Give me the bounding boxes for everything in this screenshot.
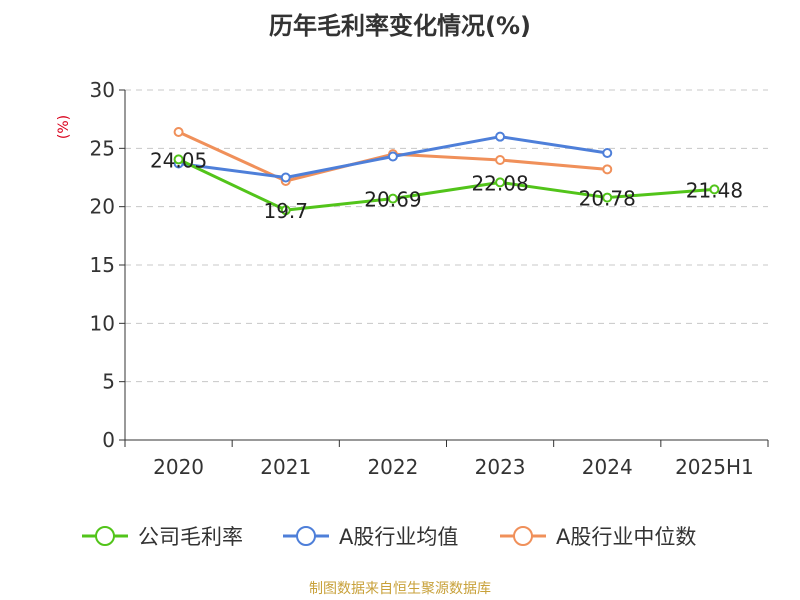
x-tick-label-2024: 2024 [582,455,633,479]
y-tick-label-5: 5 [102,370,115,394]
data-label-2024: 20.78 [579,187,636,211]
legend-label: A股行业中位数 [556,525,696,549]
x-tick-label-2021: 2021 [260,455,311,479]
point-2-2023 [495,155,506,165]
series-lines [173,127,720,216]
point-0-2025H1 [709,184,720,195]
legend-swatch-marker [296,526,316,546]
y-tick-label-10: 10 [90,311,115,335]
y-tick-label-0: 0 [102,428,115,452]
point-0-2021 [280,205,291,216]
point-0-2022 [387,193,398,204]
data-labels: 24.05 19.7 20.69 22.08 20.78 21.48 [150,148,743,223]
y-tick-label-30: 30 [90,78,115,102]
legend-swatch-marker [513,526,533,546]
axes: 0 5 10 15 20 25 30 2020 2021 2022 2023 2024 2025H1 [90,78,769,479]
data-label-2020: 24.05 [150,148,207,172]
legend-swatch-marker [95,526,115,546]
x-tick-label-2022: 2022 [367,455,418,479]
legend: 公司毛利率 A股行业均值 A股行业中位数 [82,525,696,549]
grid-lines [125,89,768,383]
legend-item-1: A股行业均值 [283,525,458,549]
x-tick-label-2023: 2023 [475,455,526,479]
point-0-2020 [173,154,184,165]
point-0-2023 [495,177,506,188]
point-1-2023 [495,131,506,142]
point-2-2020 [173,127,184,137]
source-note: 制图数据来自恒生聚源数据库 [309,581,491,597]
point-0-2024 [602,192,613,203]
legend-item-2: A股行业中位数 [500,525,696,549]
point-2-2024 [602,164,613,175]
data-label-2025H1: 21.48 [686,178,743,202]
y-axis-label: (%) [56,115,72,139]
y-tick-label-25: 25 [90,136,115,160]
point-1-2024 [602,148,613,158]
series-line-0 [177,158,715,212]
data-label-2022: 20.69 [364,188,421,212]
data-label-2021: 19.7 [263,199,308,223]
point-1-2022 [387,151,398,162]
legend-label: A股行业均值 [339,525,458,549]
legend-item-0: 公司毛利率 [82,525,243,549]
legend-label: 公司毛利率 [138,525,243,549]
chart-title: 历年毛利率变化情况(%) [269,12,531,40]
y-tick-label-20: 20 [90,195,115,219]
x-tick-label-2020: 2020 [153,455,204,479]
y-tick-label-15: 15 [90,253,115,277]
data-label-2023: 22.08 [471,171,528,195]
x-tick-label-2025H1: 2025H1 [675,455,754,479]
point-1-2021 [280,172,291,183]
